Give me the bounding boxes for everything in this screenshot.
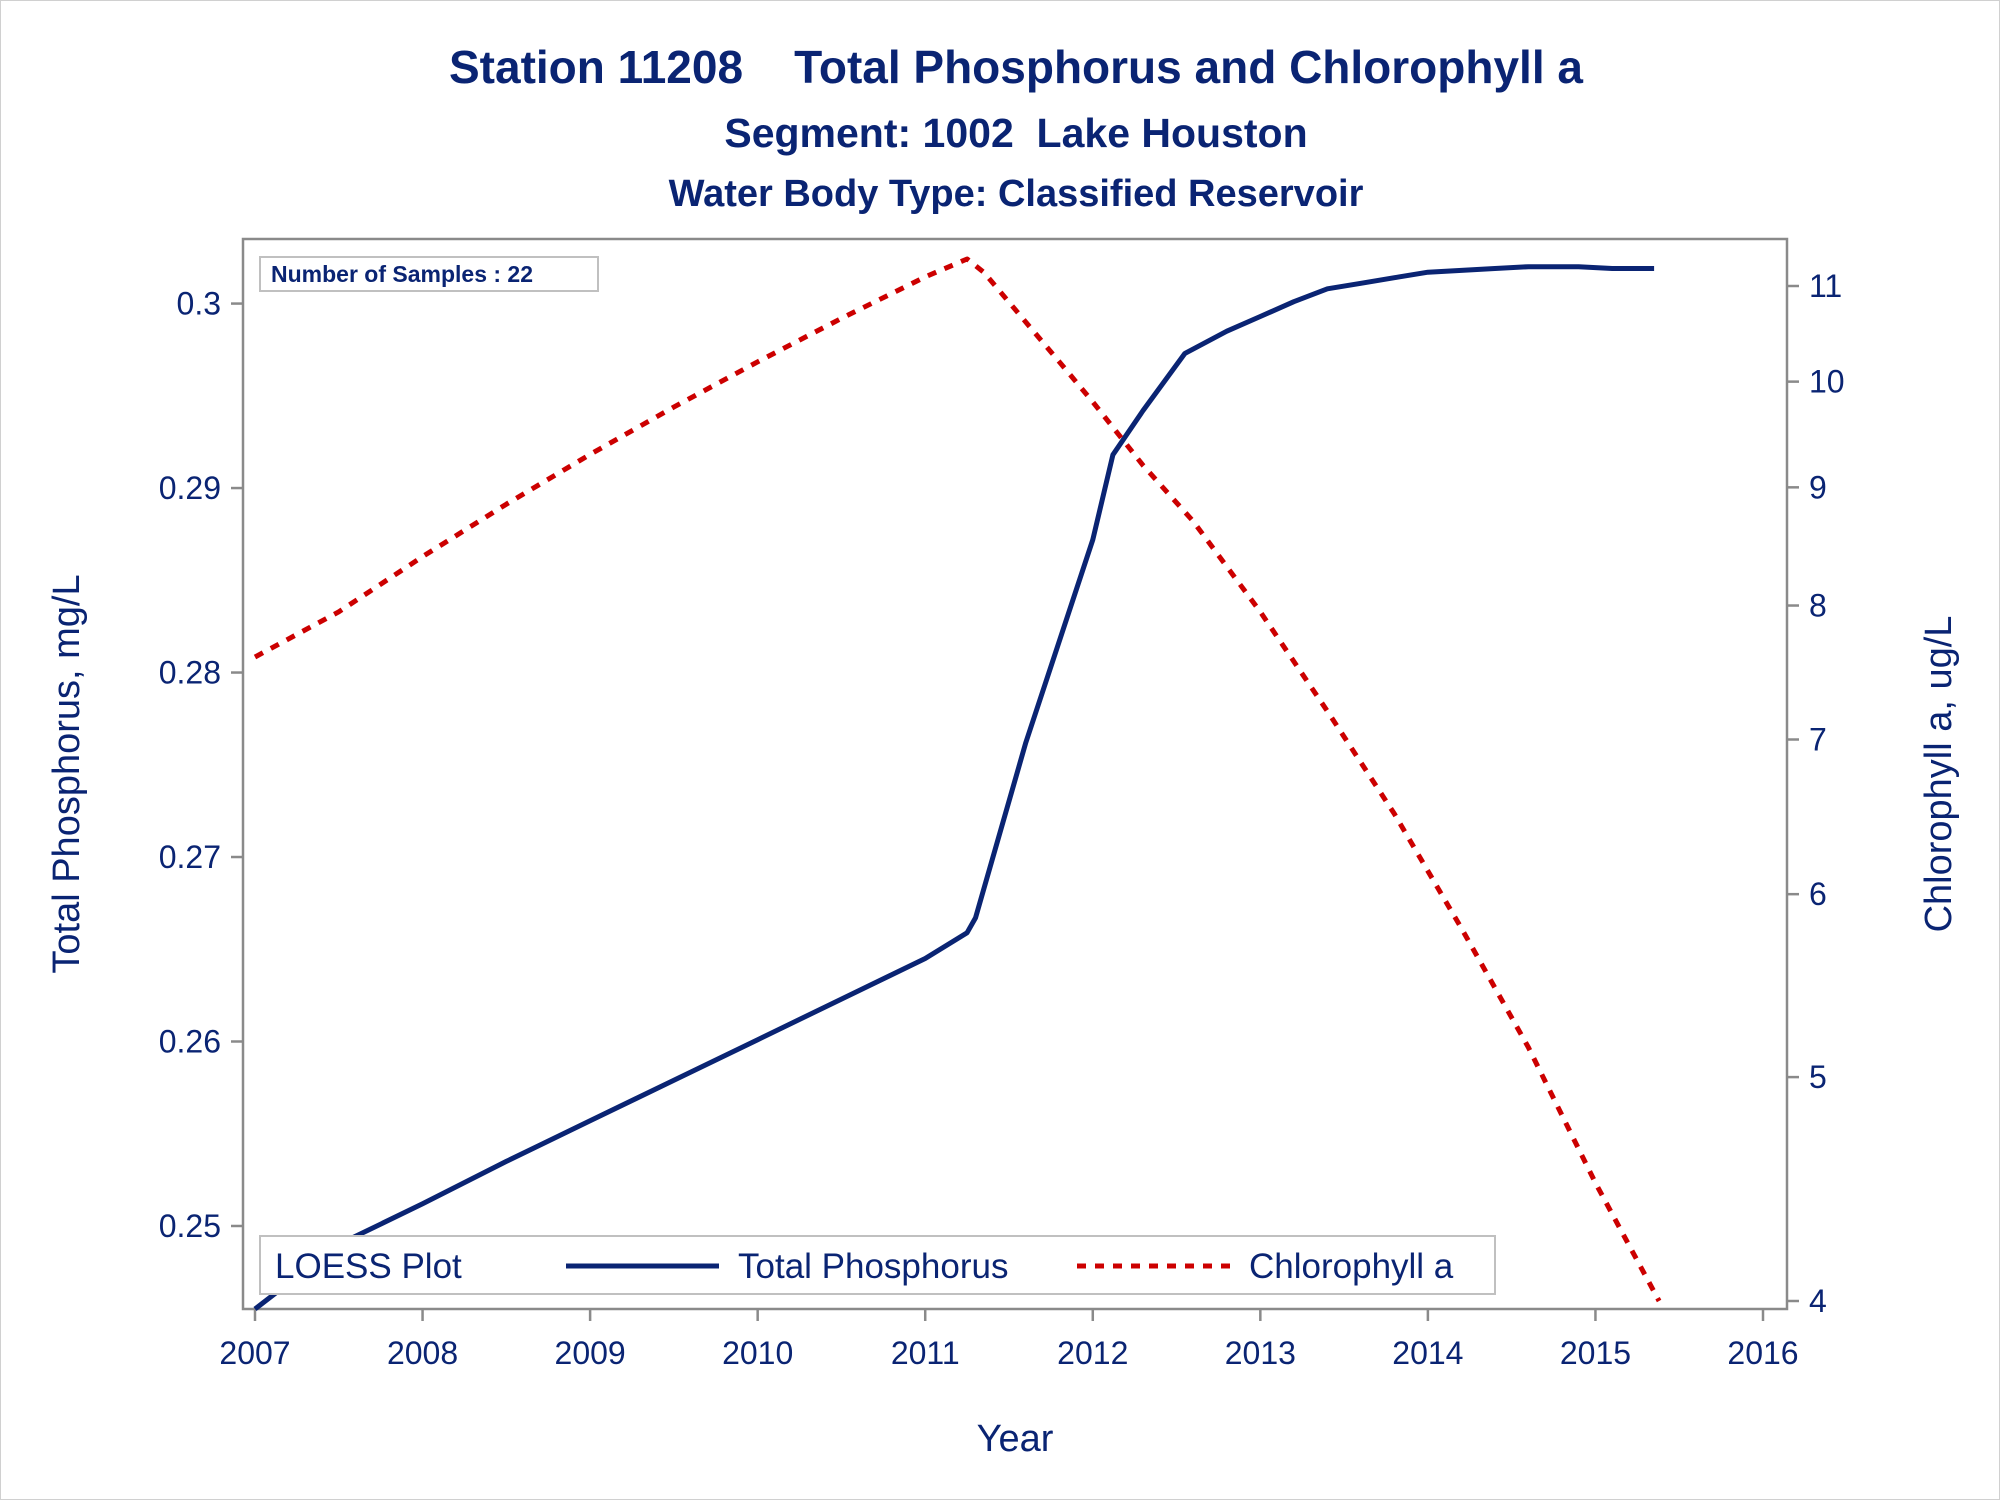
sample-count-label: Number of Samples : 22 — [271, 261, 533, 287]
x-tick-label: 2013 — [1225, 1335, 1296, 1371]
y-right-tick-label: 11 — [1809, 268, 1842, 304]
series-layer — [253, 256, 1662, 1311]
legend-box — [259, 1235, 1496, 1295]
x-axis: 2007 2008 2009 2010 2011 2012 2013 2014 2015 2016 — [219, 1309, 1799, 1371]
x-tick-label: 2012 — [1057, 1335, 1128, 1371]
y-left-tick-label: 0.26 — [159, 1024, 221, 1060]
y-left-tick-label: 0.28 — [159, 655, 221, 691]
x-axis-label: Year — [977, 1418, 1054, 1460]
y-right-tick-label: 8 — [1809, 588, 1827, 624]
series-line-chlorophyll-a — [253, 256, 1662, 1303]
x-tick-label: 2016 — [1727, 1335, 1798, 1371]
sample-count-box — [259, 256, 599, 292]
chart-subtitle: Segment: 1002 Lake Houston — [724, 110, 1307, 156]
x-tick-label: 2007 — [219, 1335, 290, 1371]
x-tick-label: 2010 — [722, 1335, 793, 1371]
y-right-tick-label: 5 — [1809, 1059, 1827, 1095]
series-line-total-phosphorus — [253, 264, 1655, 1311]
y-left-tick-label: 0.25 — [159, 1208, 221, 1244]
y-left-tick-label: 0.27 — [159, 839, 221, 875]
y-right-tick-label: 7 — [1809, 722, 1827, 758]
y-right-tick-label: 4 — [1809, 1283, 1827, 1319]
legend-label-chlorophyll-a: Chlorophyll a — [1249, 1247, 1454, 1286]
y-axis-left-label: Total Phosphorus, mg/L — [46, 574, 88, 973]
y-right-tick-label: 9 — [1809, 469, 1827, 505]
chart-subtitle-2: Water Body Type: Classified Reservoir — [669, 173, 1364, 215]
y-axis-left: 0.25 0.26 0.27 0.28 0.29 0.3 — [159, 286, 243, 1244]
y-axis-right: 4 5 6 7 8 9 10 11 — [1787, 268, 1845, 1319]
legend-label-total-phosphorus: Total Phosphorus — [738, 1247, 1008, 1286]
legend-title: LOESS Plot — [275, 1247, 462, 1286]
y-axis-right-label: Chlorophyll a, ug/L — [1918, 616, 1960, 933]
x-tick-label: 2008 — [387, 1335, 458, 1371]
y-left-tick-label: 0.3 — [177, 286, 221, 322]
x-tick-label: 2009 — [555, 1335, 626, 1371]
y-left-tick-label: 0.29 — [159, 470, 221, 506]
x-tick-label: 2011 — [891, 1335, 960, 1371]
chart-title: Station 11208 Total Phosphorus and Chlor… — [449, 41, 1583, 93]
plot-area — [241, 237, 1789, 1311]
y-right-tick-label: 10 — [1809, 364, 1845, 400]
x-tick-label: 2015 — [1560, 1335, 1631, 1371]
legend: LOESS Plot Total Phosphorus Chlorophyll … — [259, 1235, 1496, 1295]
y-right-tick-label: 6 — [1809, 876, 1827, 912]
x-tick-label: 2014 — [1392, 1335, 1463, 1371]
